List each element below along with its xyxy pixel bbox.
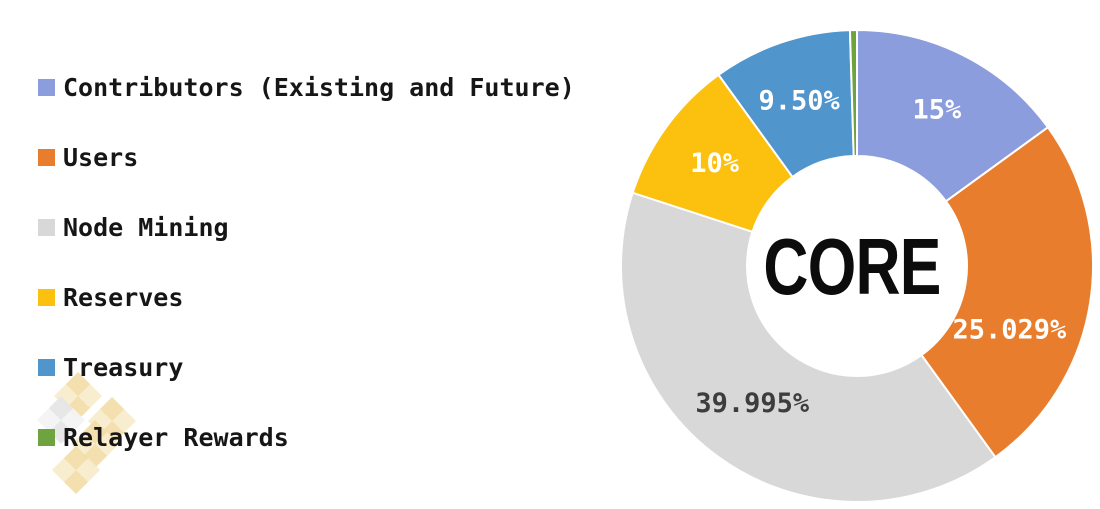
legend-item-reserves: Reserves [38, 282, 575, 312]
legend-item-relayer-rewards: Relayer Rewards [38, 422, 575, 452]
legend-item-node-mining: Node Mining [38, 212, 575, 242]
legend-swatch-icon [38, 358, 55, 376]
pie-slice-node-mining [620, 191, 997, 503]
legend-item-treasury: Treasury [38, 352, 575, 382]
slice-label-contributors-existing-and-future: 15% [913, 95, 963, 126]
slice-label-reserves: 10% [690, 148, 740, 179]
legend-swatch-icon [38, 78, 55, 96]
donut-slices [620, 29, 1094, 503]
pie-slice-contributors-existing-and-future [856, 29, 1049, 203]
slice-label-node-mining: 39.995% [695, 388, 810, 419]
legend-swatch-icon [38, 288, 55, 306]
legend-label: Node Mining [63, 212, 229, 242]
legend-swatch-icon [38, 218, 55, 236]
legend-label: Users [63, 142, 139, 172]
pie-slice-users [920, 126, 1094, 459]
legend-label: Contributors (Existing and Future) [63, 72, 575, 102]
slice-label-treasury: 9.50% [758, 85, 840, 116]
legend-label: Treasury [63, 352, 184, 382]
pie-slice-relayer-rewards [848, 29, 858, 158]
legend-label: Reserves [63, 282, 184, 312]
donut-slice-labels: 15% 25.029% 39.995% 10% 9.50% [690, 85, 1067, 419]
legend-item-contributors-existing-and-future: Contributors (Existing and Future) [38, 72, 575, 102]
slice-label-users: 25.029% [953, 315, 1068, 346]
legend-swatch-icon [38, 428, 55, 446]
legend-item-users: Users [38, 142, 575, 172]
chart-legend: Contributors (Existing and Future) Users N… [38, 72, 575, 494]
legend-swatch-icon [38, 148, 55, 166]
chart-center-title: CORE [763, 222, 941, 311]
legend-label: Relayer Rewards [63, 422, 289, 452]
